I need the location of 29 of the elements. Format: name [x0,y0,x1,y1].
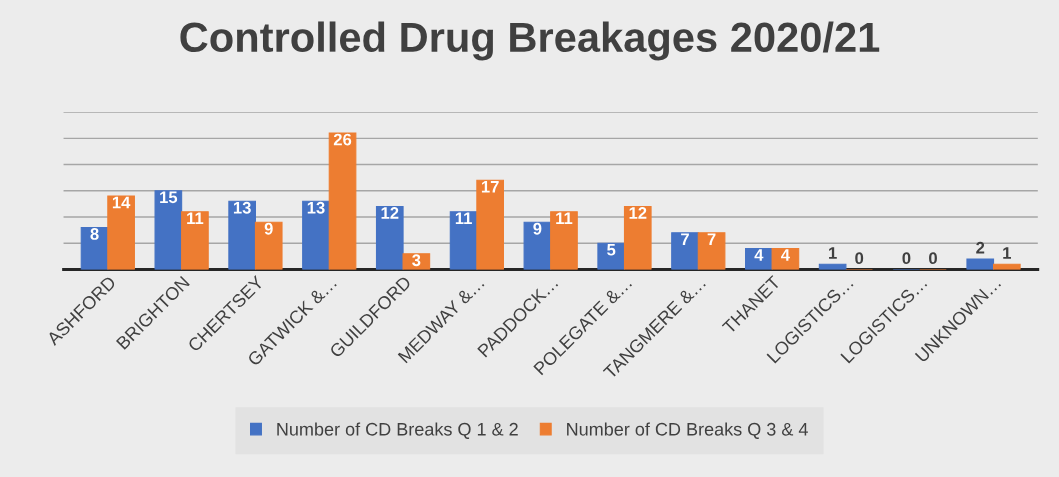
data-label: 0 [929,252,937,265]
data-label: 0 [855,252,864,265]
data-label: 15 [160,191,178,204]
data-label: 1 [829,247,837,259]
data-label: 13 [233,201,251,214]
data-label: 14 [112,196,131,209]
data-label: 8 [90,228,99,240]
data-label: 11 [556,212,573,224]
legend-label: Number of CD Breaks Q 1 & 2 [277,422,518,439]
data-label: 9 [264,222,273,235]
data-label: 2 [976,241,985,254]
data-label: 13 [307,201,325,214]
data-label: 12 [381,207,399,219]
legend-label: Number of CD Breaks Q 3 & 4 [567,422,808,439]
data-label: 12 [629,207,647,219]
data-label: 9 [533,222,542,235]
data-label: 0 [902,252,911,265]
data-label: 26 [333,133,352,146]
chart-title: Controlled Drug Breakages 2020/21 [180,21,880,61]
data-label: 11 [455,212,472,224]
data-label: 5 [607,243,616,256]
data-label: 1 [1003,247,1011,259]
data-label: 4 [781,249,790,261]
data-label: 3 [412,254,421,267]
data-label: 4 [754,249,764,261]
data-label: 7 [707,233,716,245]
data-label: 17 [481,181,499,193]
data-label: 11 [187,212,204,224]
data-label: 7 [681,233,689,245]
